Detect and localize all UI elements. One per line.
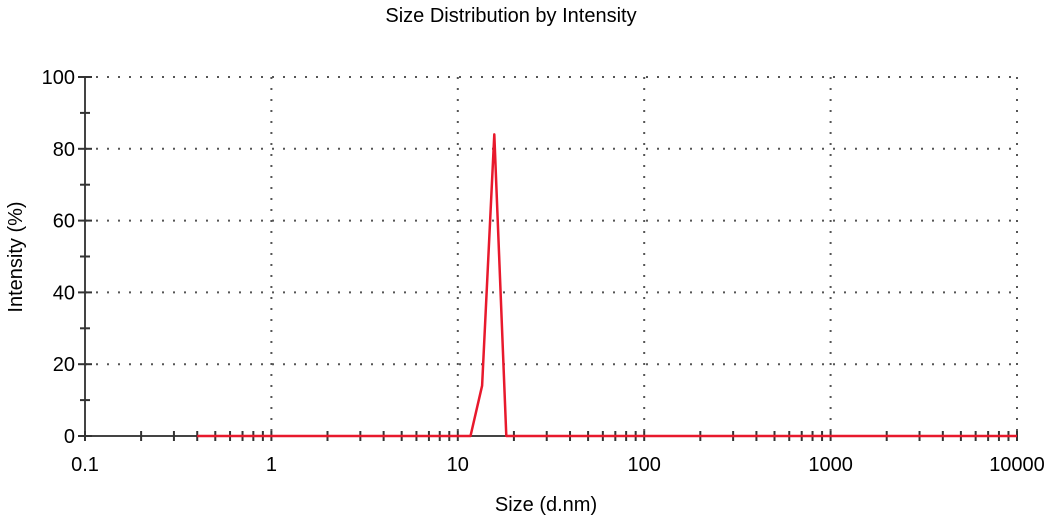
x-tick-label: 1 xyxy=(266,454,277,476)
x-tick-label: 10000 xyxy=(989,454,1045,476)
x-tick-label: 1000 xyxy=(808,454,853,476)
y-tick-label: 0 xyxy=(64,426,75,448)
y-tick-label: 60 xyxy=(53,211,75,233)
x-axis-label: Size (d.nm) xyxy=(495,494,597,516)
y-tick-label: 20 xyxy=(53,354,75,376)
x-tick-label: 10 xyxy=(447,454,469,476)
axes xyxy=(84,77,1017,437)
y-tick-label: 80 xyxy=(53,139,75,161)
series-line xyxy=(197,133,1017,438)
chart-title: Size Distribution by Intensity xyxy=(385,5,636,27)
grid-lines xyxy=(85,76,1018,436)
y-axis-label: Intensity (%) xyxy=(5,201,27,312)
y-tick-label: 40 xyxy=(53,282,75,304)
y-tick-label: 100 xyxy=(42,67,75,89)
x-tick-label: 100 xyxy=(628,454,661,476)
x-tick-label: 0.1 xyxy=(71,454,99,476)
series-group xyxy=(197,133,1017,438)
tick-marks xyxy=(78,76,1018,441)
tick-labels: 0.1 1 10 100 1000 10000 0 20 40 60 80 100 xyxy=(42,67,1045,476)
